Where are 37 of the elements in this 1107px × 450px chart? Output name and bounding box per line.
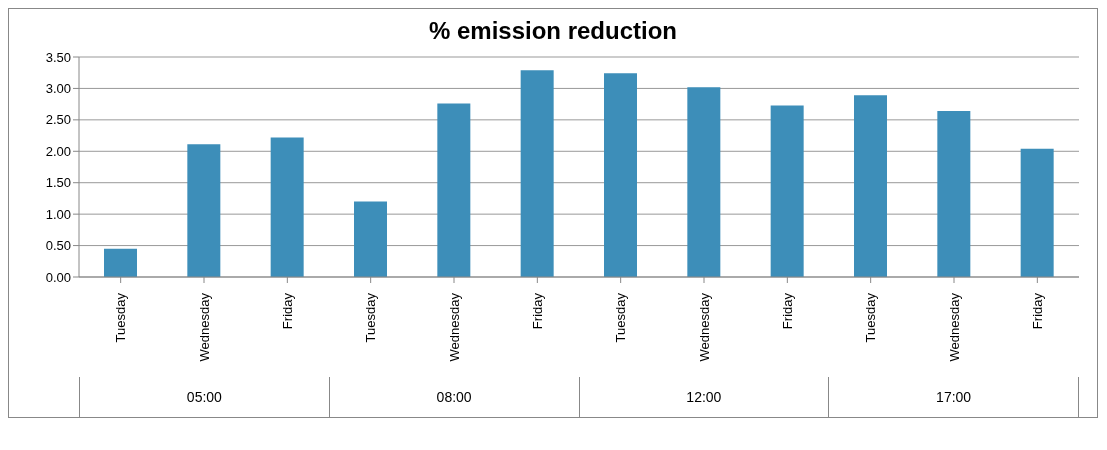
x-tick-label: Wednesday [946,292,962,362]
y-tick-label: 2.00 [45,143,71,159]
text: 17:00 [828,377,1079,417]
text: 12:00 [578,377,829,417]
x-tick-label: Friday [1029,292,1045,330]
text: 08:00 [328,377,579,417]
y-tick-label: 0.00 [45,269,71,285]
bar [1020,148,1054,277]
x-tick-label: Tuesday [613,292,629,343]
y-tick-label: 3.00 [45,81,71,97]
x-tick-label: Tuesday [113,292,129,343]
y-tick-label: 0.50 [45,238,71,254]
y-tick-label: 3.50 [45,49,71,65]
text: 05:00 [79,377,329,417]
x-tick-label: Wednesday [446,292,462,362]
bar [604,73,637,277]
bar [437,103,471,277]
bar [520,70,554,277]
x-tick-label: Wednesday [196,292,212,362]
bar [104,248,137,277]
bar [937,111,971,277]
bar [770,105,804,277]
chart-title: % emission reduction [427,16,679,46]
x-tick-label: Friday [279,292,295,330]
x-tick-label: Wednesday [696,292,712,362]
y-tick-label: 1.50 [45,175,71,191]
y-tick-label: 2.50 [45,112,71,128]
bar [854,95,887,277]
x-tick-label: Tuesday [863,292,879,343]
x-tick-label: Tuesday [363,292,379,343]
x-tick-label: Friday [779,292,795,330]
bar [354,201,387,277]
bar [687,87,721,277]
y-tick-label: 1.00 [45,206,71,222]
bar [270,137,304,277]
bar [187,144,221,277]
x-tick-label: Friday [529,292,545,330]
